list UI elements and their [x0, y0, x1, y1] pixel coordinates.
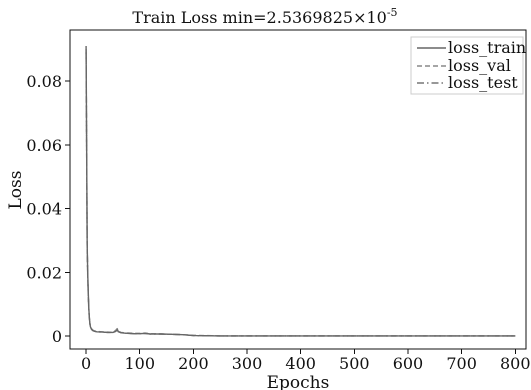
y-axis-ticks: 0 0.02 0.04 0.06 0.08 [26, 72, 70, 346]
y-tick-label: 0.02 [26, 263, 62, 282]
x-tick-label: 800 [500, 354, 531, 373]
legend-label-loss-val: loss_val [448, 56, 511, 75]
legend: loss_train loss_val loss_test [410, 36, 526, 95]
y-tick-label: 0.08 [26, 72, 62, 91]
chart-title-exponent: -5 [387, 6, 398, 19]
y-axis-label: Loss [6, 171, 26, 210]
x-tick-label: 100 [124, 354, 155, 373]
plot-frame [69, 29, 527, 350]
series-line-loss-test [85, 52, 516, 337]
legend-label-loss-train: loss_train [448, 38, 526, 57]
x-tick-label: 200 [178, 354, 209, 373]
x-tick-label: 600 [393, 354, 424, 373]
x-tick-label: 700 [446, 354, 477, 373]
legend-label-loss-test: loss_test [448, 73, 518, 92]
y-tick-label: 0.06 [26, 136, 62, 155]
x-axis-ticks: 0 100 200 300 400 500 600 700 800 [81, 349, 531, 373]
y-tick-label: 0 [52, 327, 62, 346]
x-tick-label: 300 [232, 354, 263, 373]
x-tick-label: 500 [339, 354, 370, 373]
series-line-loss-train [85, 45, 516, 337]
series-layer [85, 45, 516, 337]
x-axis-label: Epochs [267, 373, 330, 390]
x-tick-label: 0 [81, 354, 91, 373]
chart-title: Train Loss min=2.5369825×10-5 [132, 6, 397, 27]
x-tick-label: 400 [285, 354, 316, 373]
chart-title-main: Train Loss min=2.5369825×10 [132, 8, 386, 27]
y-tick-label: 0.04 [26, 200, 62, 219]
